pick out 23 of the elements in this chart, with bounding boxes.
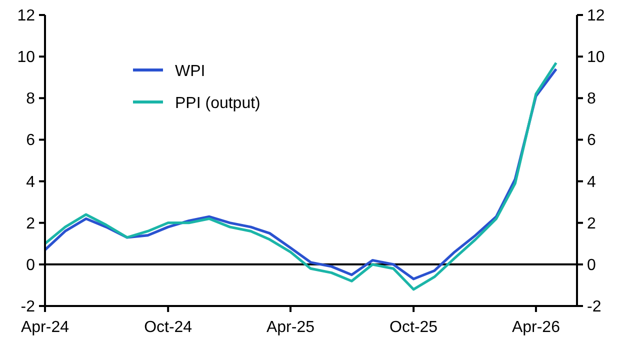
- y2-tick-label: 6: [587, 132, 596, 150]
- y2-tick-label: -2: [587, 298, 602, 316]
- y-tick-label: 0: [26, 256, 36, 274]
- x-tick-label: Apr-24: [20, 319, 70, 336]
- legend-label: PPI (output): [175, 95, 260, 112]
- y2-tick-label: 12: [587, 8, 605, 24]
- x-tick-label: Oct-25: [390, 319, 438, 336]
- y2-tick-label: 4: [587, 174, 596, 191]
- x-tick-label: Apr-25: [266, 319, 315, 336]
- y2-tick-label: 0: [587, 256, 596, 274]
- y-tick-label: 4: [26, 174, 36, 191]
- y-tick-label: 2: [26, 215, 36, 232]
- y-tick-label: 10: [17, 49, 36, 66]
- y2-tick-label: 10: [587, 49, 605, 66]
- y-tick-label: -2: [20, 298, 36, 316]
- x-tick-label: Apr-26: [512, 319, 560, 336]
- legend-label: WPI: [175, 63, 206, 80]
- y-tick-label: 6: [26, 132, 36, 150]
- y-tick-label: 12: [17, 8, 36, 24]
- x-tick-label: Oct-24: [144, 319, 192, 336]
- y2-tick-label: 8: [587, 90, 596, 108]
- y-tick-label: 8: [26, 90, 36, 108]
- y2-tick-label: 2: [587, 215, 596, 232]
